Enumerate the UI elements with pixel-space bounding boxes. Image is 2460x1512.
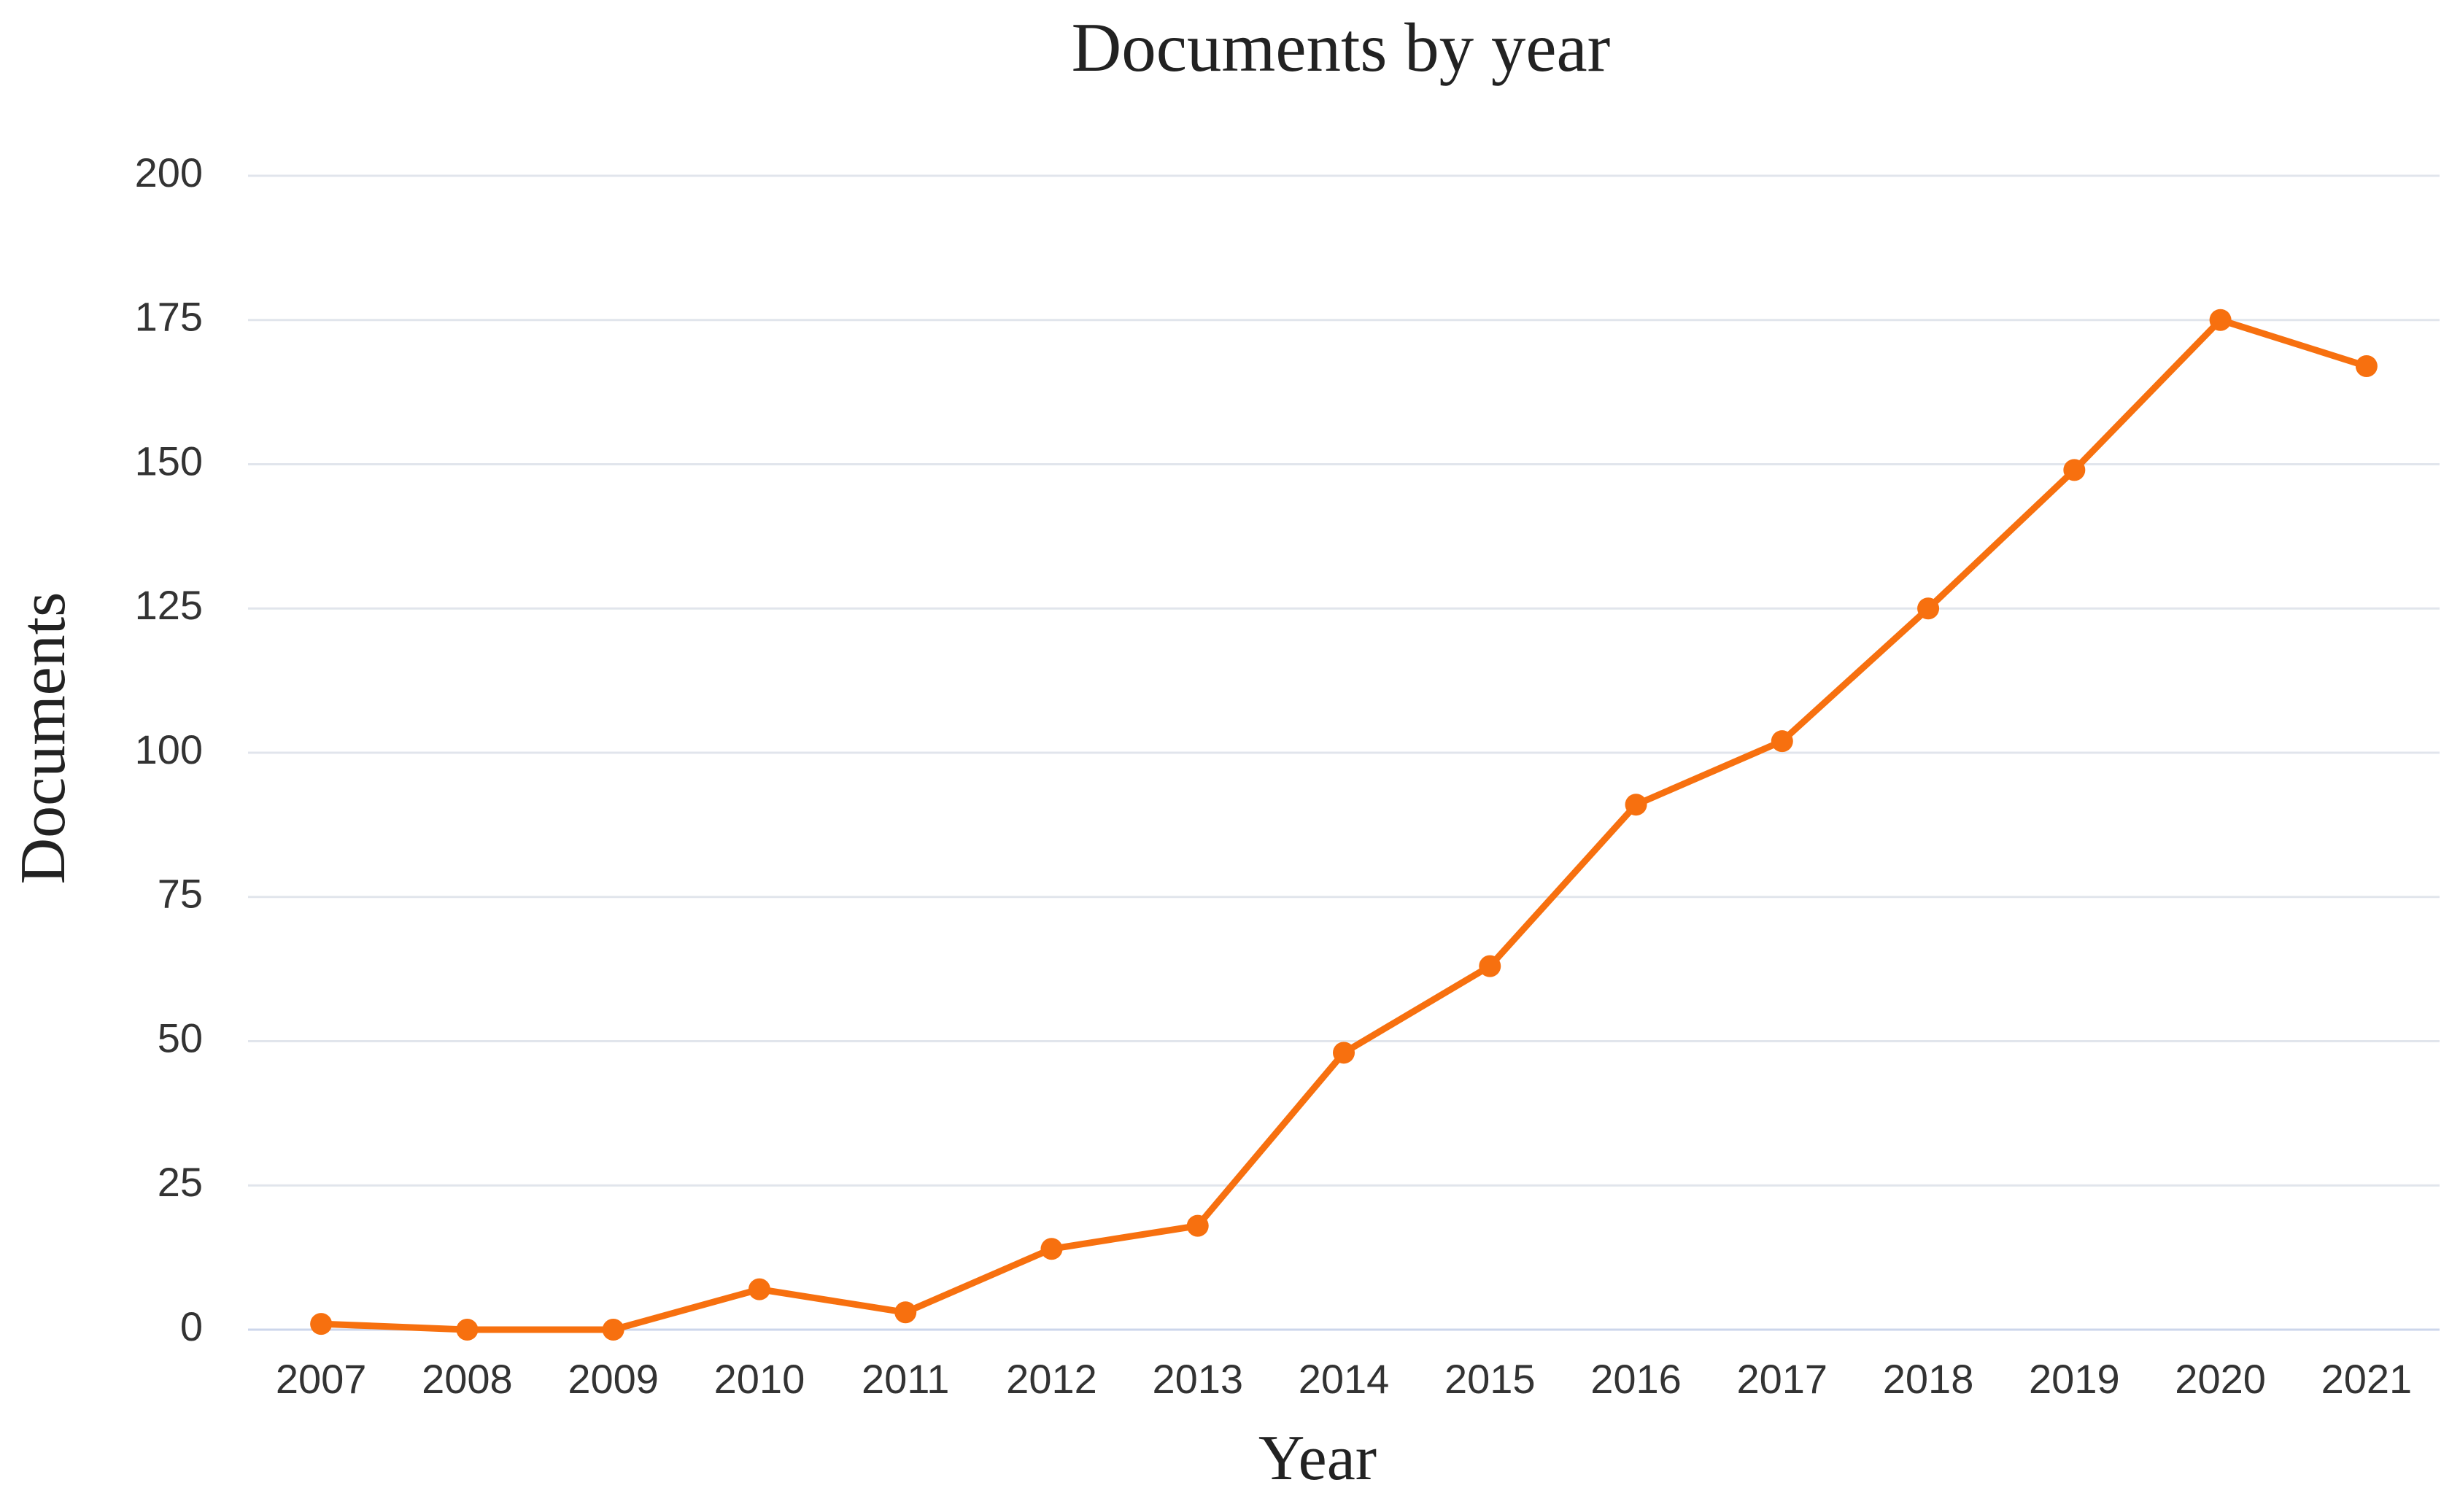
y-axis-label: Documents: [8, 592, 79, 885]
x-axis-label: Year: [1258, 1423, 1377, 1494]
x-tick-label: 2019: [2029, 1356, 2120, 1402]
data-point: [1625, 794, 1647, 816]
data-point: [1040, 1238, 1063, 1260]
y-tick-label: 100: [135, 726, 203, 772]
chart-title: Documents by year: [1072, 9, 1611, 86]
data-point: [2063, 459, 2086, 481]
y-tick-label: 75: [158, 871, 203, 917]
y-tick-label: 150: [135, 438, 203, 484]
y-tick-label: 50: [158, 1015, 203, 1061]
data-point: [1771, 730, 1793, 753]
x-tick-label: 2020: [2175, 1356, 2266, 1402]
x-tick-label: 2016: [1590, 1356, 1682, 1402]
x-tick-label: 2008: [422, 1356, 513, 1402]
x-tick-label: 2017: [1737, 1356, 1828, 1402]
x-tick-label: 2009: [568, 1356, 659, 1402]
data-point: [1917, 597, 1940, 620]
x-tick-label: 2010: [714, 1356, 805, 1402]
y-tick-label: 200: [135, 150, 203, 195]
data-line: [320, 317, 2368, 1333]
y-tick-label: 175: [135, 294, 203, 340]
x-tick-label: 2015: [1444, 1356, 1536, 1402]
x-tick-label: 2007: [276, 1356, 367, 1402]
data-point: [602, 1319, 624, 1341]
y-tick-label: 25: [158, 1159, 203, 1205]
y-tick-label: 0: [180, 1303, 203, 1349]
x-tick-label: 2018: [1883, 1356, 1974, 1402]
x-tick-label: 2014: [1299, 1356, 1390, 1402]
data-point: [1479, 955, 1501, 977]
data-point: [2209, 309, 2232, 331]
data-point: [1186, 1214, 1209, 1237]
data-point: [748, 1278, 770, 1300]
data-point: [894, 1301, 917, 1324]
x-tick-label: 2012: [1006, 1356, 1097, 1402]
x-tick-label: 2013: [1152, 1356, 1243, 1402]
x-tick-label: 2021: [2321, 1356, 2413, 1402]
data-point: [1333, 1042, 1355, 1064]
data-point: [2355, 355, 2378, 378]
data-point: [310, 1313, 333, 1335]
y-tick-label: 125: [135, 582, 203, 628]
x-tick-label: 2011: [862, 1356, 949, 1402]
data-point: [456, 1319, 479, 1341]
